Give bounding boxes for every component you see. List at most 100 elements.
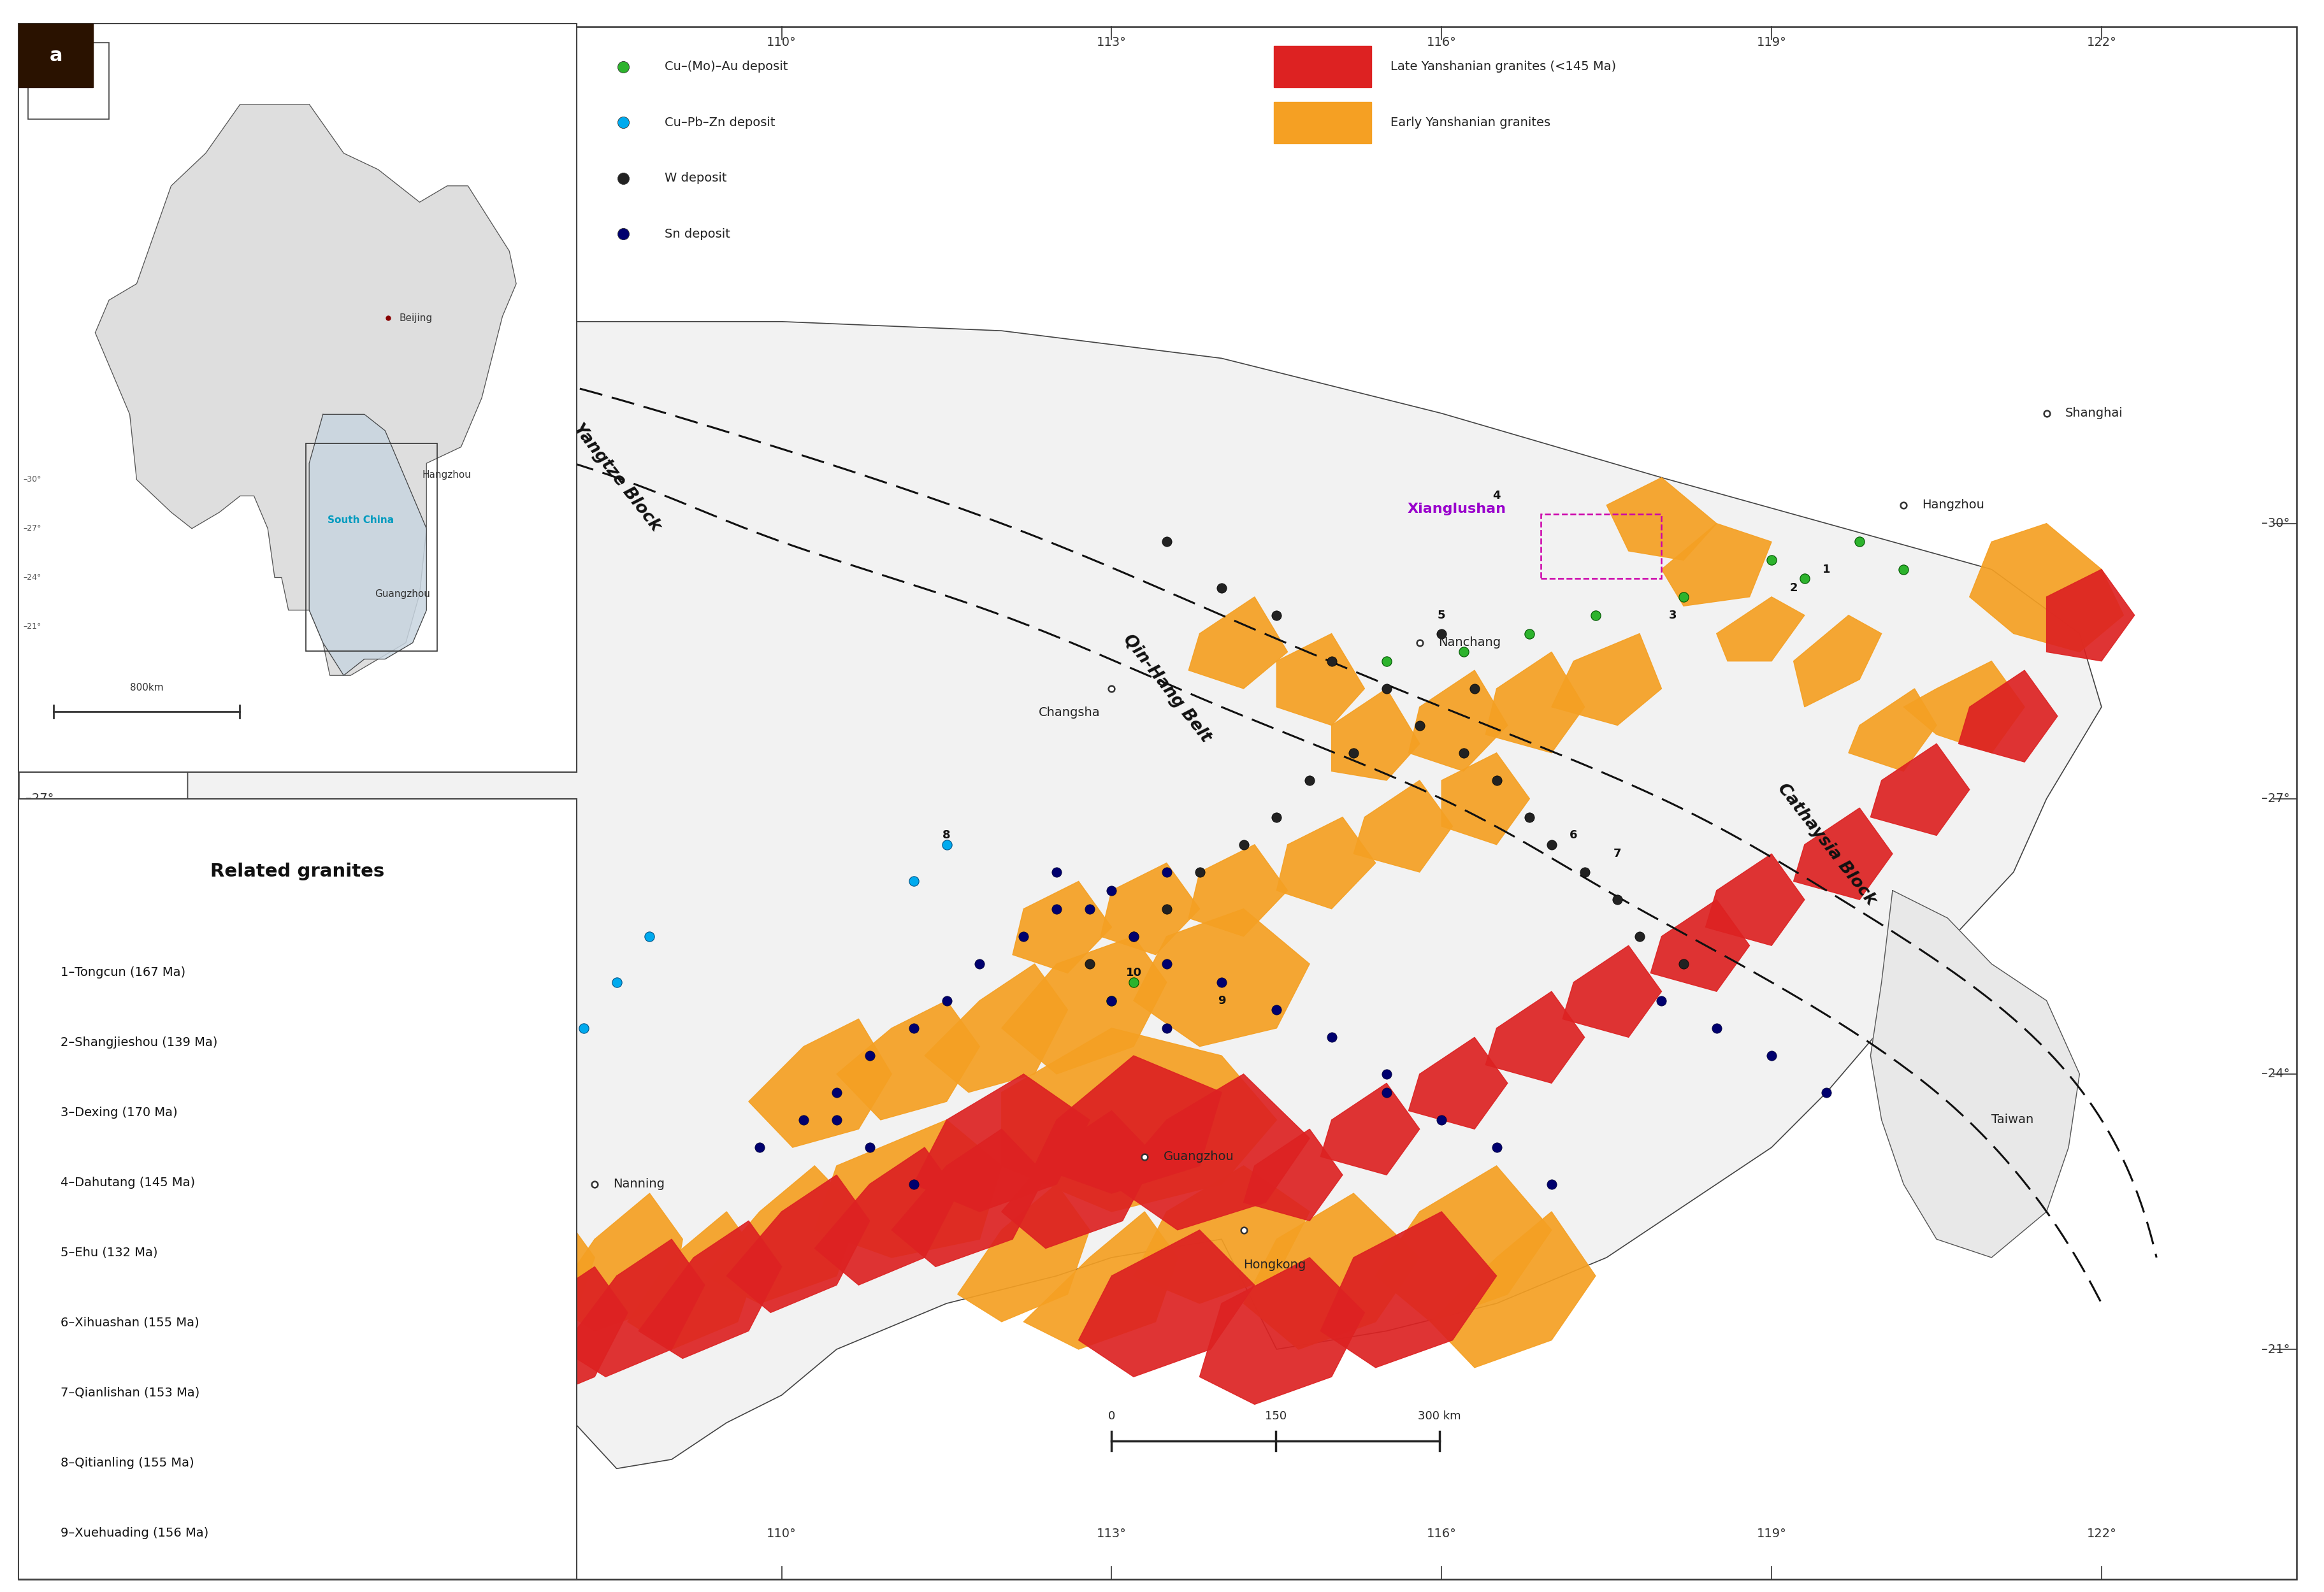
Text: b: b [60, 70, 74, 92]
Text: –21°: –21° [2261, 1344, 2289, 1355]
Polygon shape [1485, 992, 1585, 1083]
Text: 5–Ehu (132 Ma): 5–Ehu (132 Ma) [60, 1247, 158, 1259]
Text: 4–Dahutang (145 Ma): 4–Dahutang (145 Ma) [60, 1176, 195, 1189]
Text: 119°: 119° [1757, 37, 1787, 49]
Text: Hangzhou: Hangzhou [1922, 498, 1985, 511]
Polygon shape [727, 1175, 869, 1312]
Polygon shape [1871, 890, 2080, 1258]
Polygon shape [342, 1312, 483, 1450]
Text: Cathaysia Block: Cathaysia Block [1773, 780, 1878, 909]
Polygon shape [321, 1119, 451, 1258]
Polygon shape [1550, 634, 1662, 726]
Text: Xianglushan: Xianglushan [1406, 503, 1506, 516]
Polygon shape [551, 1194, 683, 1331]
Text: 2: 2 [1789, 583, 1796, 594]
Text: Beijing: Beijing [400, 314, 432, 323]
Polygon shape [1562, 946, 1662, 1038]
Polygon shape [913, 1075, 1090, 1212]
Polygon shape [1023, 1212, 1178, 1350]
Text: Shanghai: Shanghai [2064, 408, 2122, 419]
Polygon shape [1002, 1028, 1276, 1212]
Polygon shape [188, 322, 2101, 1468]
Text: 300 km: 300 km [1418, 1411, 1462, 1422]
Text: W deposit: W deposit [665, 172, 727, 185]
Polygon shape [1429, 1212, 1594, 1368]
Text: 116°: 116° [1427, 1527, 1457, 1539]
Text: 107°: 107° [437, 1527, 467, 1539]
Text: 4: 4 [1492, 490, 1501, 501]
Text: Early Yanshanian granites: Early Yanshanian granites [1390, 116, 1550, 129]
Polygon shape [1134, 1165, 1308, 1304]
Text: 0: 0 [1109, 1411, 1116, 1422]
Bar [1274, 46, 1371, 88]
Bar [1274, 102, 1371, 143]
Text: –30°: –30° [2261, 517, 2289, 530]
Text: Hangzhou: Hangzhou [423, 470, 472, 479]
Polygon shape [1111, 1075, 1308, 1231]
Text: –27°: –27° [23, 524, 42, 533]
Text: –24°: –24° [2261, 1068, 2289, 1079]
Text: –24°: –24° [26, 1068, 53, 1079]
Polygon shape [1715, 597, 1803, 661]
Polygon shape [639, 1221, 781, 1358]
Text: Guangzhou: Guangzhou [1162, 1151, 1234, 1162]
Text: South China: South China [328, 516, 395, 525]
Polygon shape [1959, 670, 2057, 763]
Text: Qin-Hang Belt: Qin-Hang Belt [1120, 632, 1213, 745]
Polygon shape [1243, 1129, 1343, 1221]
Text: Related granites: Related granites [211, 863, 383, 880]
Polygon shape [1794, 615, 1880, 707]
Polygon shape [1276, 634, 1364, 726]
Text: 7–Qianlishan (153 Ma): 7–Qianlishan (153 Ma) [60, 1387, 200, 1399]
Bar [28, 43, 109, 119]
Text: 122°: 122° [2087, 37, 2115, 49]
Polygon shape [627, 1212, 760, 1350]
Bar [307, 444, 437, 651]
Polygon shape [1099, 863, 1199, 955]
Polygon shape [1903, 661, 2024, 753]
Text: –21°: –21° [23, 622, 42, 630]
Polygon shape [892, 1129, 1046, 1267]
Text: –21°: –21° [26, 1344, 53, 1355]
Polygon shape [242, 1212, 374, 1350]
Text: 122°: 122° [2087, 1527, 2115, 1539]
Polygon shape [1408, 1038, 1508, 1129]
Text: 3: 3 [1669, 610, 1676, 621]
Text: 1: 1 [1822, 564, 1829, 575]
Text: 1–Tongcun (167 Ma): 1–Tongcun (167 Ma) [60, 966, 186, 979]
Text: 113°: 113° [1097, 1527, 1127, 1539]
Polygon shape [418, 1294, 562, 1431]
Polygon shape [813, 1119, 1002, 1258]
Polygon shape [95, 105, 516, 675]
Polygon shape [1034, 1055, 1222, 1194]
Polygon shape [1013, 882, 1111, 973]
Polygon shape [1662, 524, 1771, 607]
Polygon shape [1871, 743, 1968, 836]
Text: 6: 6 [1569, 829, 1578, 841]
Polygon shape [1706, 853, 1803, 946]
Polygon shape [1276, 817, 1376, 909]
Text: Hongkong: Hongkong [1243, 1259, 1306, 1270]
Text: 800km: 800km [130, 683, 163, 693]
Text: a: a [49, 46, 63, 65]
Polygon shape [704, 1165, 858, 1304]
Text: 113°: 113° [1097, 37, 1127, 49]
Polygon shape [209, 1148, 342, 1285]
Polygon shape [1002, 936, 1167, 1075]
Text: 110°: 110° [767, 1527, 797, 1539]
Polygon shape [462, 1212, 595, 1350]
Polygon shape [1606, 478, 1715, 560]
Text: 8: 8 [941, 829, 951, 841]
Polygon shape [1332, 689, 1420, 780]
Text: –30°: –30° [26, 517, 53, 530]
Polygon shape [1794, 807, 1892, 899]
Text: 119°: 119° [1757, 1527, 1787, 1539]
Text: 9: 9 [1218, 995, 1225, 1006]
Polygon shape [2045, 570, 2133, 661]
Text: 5: 5 [1436, 610, 1446, 621]
Bar [1541, 514, 1662, 578]
Polygon shape [265, 1267, 407, 1404]
Text: Cu–Pb–Zn deposit: Cu–Pb–Zn deposit [665, 116, 776, 129]
Text: 3–Dexing (170 Ma): 3–Dexing (170 Ma) [60, 1106, 177, 1119]
Polygon shape [1199, 1258, 1364, 1404]
